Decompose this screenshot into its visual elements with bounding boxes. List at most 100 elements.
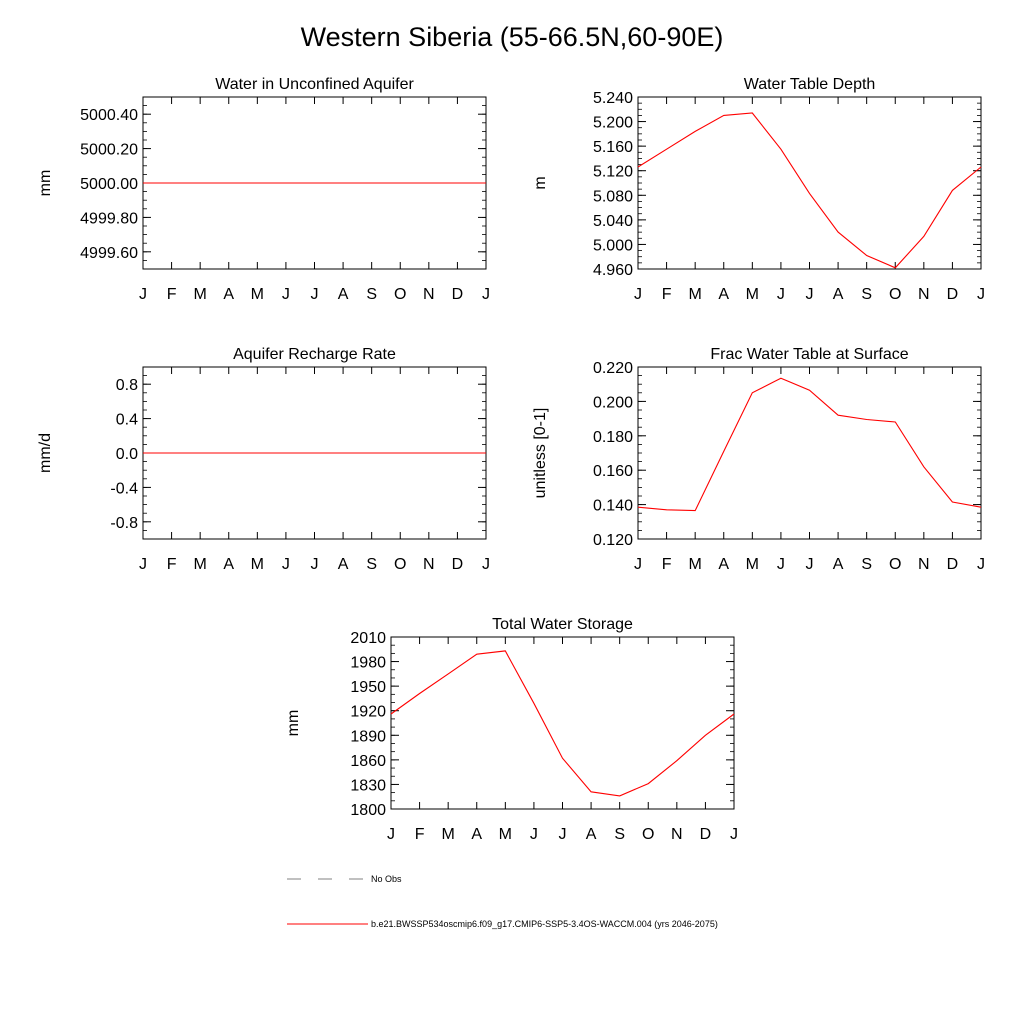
- y-tick-label: 1950: [350, 679, 386, 696]
- y-tick-label: 5000.00: [80, 176, 138, 193]
- x-tick-label: N: [423, 286, 435, 303]
- x-tick-label: A: [833, 556, 844, 573]
- x-tick-label: M: [746, 286, 759, 303]
- x-tick-label: D: [700, 826, 712, 843]
- x-tick-label: O: [889, 556, 901, 573]
- y-tick-label: 5.000: [593, 237, 633, 254]
- x-tick-label: J: [634, 286, 642, 303]
- x-tick-label: S: [366, 286, 377, 303]
- x-tick-label: F: [167, 556, 177, 573]
- y-axis-label: mm/d: [37, 433, 54, 473]
- y-tick-label: 4999.80: [80, 210, 138, 227]
- y-tick-label: 0.120: [593, 532, 633, 549]
- x-tick-label: O: [889, 286, 901, 303]
- figure-title: Western Siberia (55-66.5N,60-90E): [300, 22, 724, 52]
- x-tick-label: J: [977, 286, 985, 303]
- x-tick-label: F: [415, 826, 425, 843]
- y-tick-label: 5.120: [593, 164, 633, 181]
- x-tick-label: N: [918, 286, 930, 303]
- x-tick-label: N: [423, 556, 435, 573]
- x-tick-label: J: [482, 556, 490, 573]
- legend-label: No Obs: [371, 874, 402, 884]
- x-tick-label: D: [947, 556, 959, 573]
- y-tick-label: 2010: [350, 630, 386, 647]
- x-tick-label: J: [777, 286, 785, 303]
- legend-label: b.e21.BWSSP534oscmip6.f09_g17.CMIP6-SSP5…: [371, 919, 718, 929]
- legend-entry-1: No Obs: [287, 874, 402, 884]
- x-tick-label: S: [366, 556, 377, 573]
- legend: No Obs b.e21.BWSSP534oscmip6.f09_g17.CMIP…: [287, 874, 718, 929]
- y-tick-label: 0.200: [593, 394, 633, 411]
- x-tick-label: M: [251, 286, 264, 303]
- x-tick-label: A: [223, 556, 234, 573]
- x-tick-label: N: [671, 826, 683, 843]
- y-tick-label: 1830: [350, 777, 386, 794]
- x-tick-label: J: [530, 826, 538, 843]
- x-tick-label: D: [947, 286, 959, 303]
- y-tick-label: 4.960: [593, 262, 633, 279]
- x-tick-label: J: [730, 826, 738, 843]
- plot-frame: [637, 366, 982, 540]
- x-tick-label: A: [338, 556, 349, 573]
- panel-title: Water Table Depth: [744, 76, 876, 93]
- x-tick-label: M: [251, 556, 264, 573]
- y-tick-label: 5000.40: [80, 107, 138, 124]
- x-tick-label: M: [194, 286, 207, 303]
- y-tick-label: 0.0: [116, 446, 138, 463]
- x-tick-label: A: [223, 286, 234, 303]
- y-tick-label: 1860: [350, 753, 386, 770]
- y-tick-label: 5.160: [593, 139, 633, 156]
- y-tick-label: 1890: [350, 728, 386, 745]
- legend-entry-2: b.e21.BWSSP534oscmip6.f09_g17.CMIP6-SSP5…: [287, 919, 718, 929]
- panel-title: Total Water Storage: [492, 616, 633, 633]
- x-tick-label: J: [482, 286, 490, 303]
- y-tick-label: 0.8: [116, 377, 138, 394]
- x-tick-label: M: [194, 556, 207, 573]
- panel-title: Aquifer Recharge Rate: [233, 346, 396, 363]
- y-tick-label: 0.160: [593, 463, 633, 480]
- x-tick-label: S: [614, 826, 625, 843]
- panel-title: Frac Water Table at Surface: [710, 346, 908, 363]
- y-tick-label: 5.200: [593, 115, 633, 132]
- x-tick-label: A: [586, 826, 597, 843]
- y-tick-label: 0.4: [116, 412, 138, 429]
- y-tick-label: 0.140: [593, 498, 633, 515]
- x-tick-label: J: [139, 286, 147, 303]
- x-tick-label: F: [662, 286, 672, 303]
- x-tick-label: M: [689, 286, 702, 303]
- y-axis-label: m: [532, 176, 549, 189]
- x-tick-label: O: [394, 286, 406, 303]
- x-tick-label: J: [282, 556, 290, 573]
- series-line: [637, 112, 982, 269]
- x-tick-label: J: [977, 556, 985, 573]
- y-tick-label: -0.4: [110, 480, 138, 497]
- y-tick-label: 1920: [350, 704, 386, 721]
- series-line: [390, 650, 735, 797]
- plot-frame: [390, 636, 735, 810]
- x-tick-label: J: [311, 556, 319, 573]
- x-tick-label: J: [387, 826, 395, 843]
- plot-frame: [637, 96, 982, 270]
- x-tick-label: F: [167, 286, 177, 303]
- y-axis-label: unitless [0-1]: [532, 408, 549, 499]
- y-axis-label: mm: [285, 710, 302, 737]
- x-tick-label: A: [338, 286, 349, 303]
- x-tick-label: M: [499, 826, 512, 843]
- x-tick-label: S: [861, 286, 872, 303]
- x-tick-label: M: [689, 556, 702, 573]
- y-tick-label: -0.8: [110, 515, 138, 532]
- x-tick-label: S: [861, 556, 872, 573]
- x-tick-label: A: [833, 286, 844, 303]
- chart-panel-4: Frac Water Table at Surface unitless [0-1…: [532, 346, 985, 573]
- x-tick-label: J: [777, 556, 785, 573]
- x-tick-label: F: [662, 556, 672, 573]
- y-tick-label: 1980: [350, 655, 386, 672]
- y-tick-label: 0.220: [593, 360, 633, 377]
- x-tick-label: J: [806, 556, 814, 573]
- x-tick-label: O: [642, 826, 654, 843]
- x-tick-label: A: [718, 286, 729, 303]
